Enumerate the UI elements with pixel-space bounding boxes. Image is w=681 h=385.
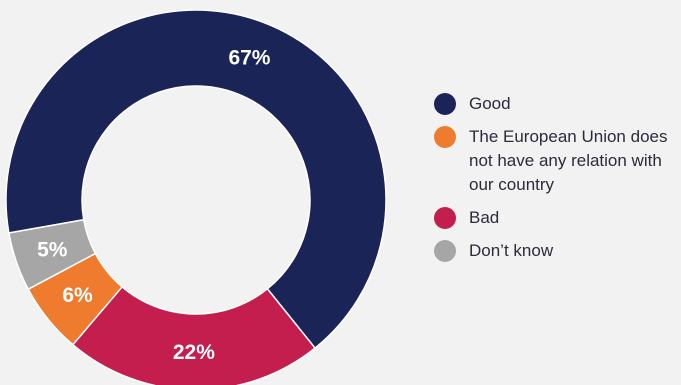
legend-item-good: Good xyxy=(434,92,681,116)
slice-label-no-relation: 6% xyxy=(62,284,93,307)
legend-swatch-bad xyxy=(434,207,456,229)
slice-label-dont-know: 5% xyxy=(37,238,68,261)
legend-item-bad: Bad xyxy=(434,206,681,230)
slice-dont-know xyxy=(8,218,97,291)
legend-label-bad: Bad xyxy=(469,208,500,227)
legend-swatch-no-relation xyxy=(434,126,456,148)
legend-item-dont-know: Don’t know xyxy=(434,239,681,263)
legend-label-good: Good xyxy=(469,94,511,113)
donut-slices xyxy=(5,9,387,385)
legend-swatch-good xyxy=(434,93,456,115)
slice-label-bad: 22% xyxy=(173,341,215,364)
legend-swatch-dont-know xyxy=(434,240,456,262)
slice-bad xyxy=(71,285,317,385)
legend: Good The European Union does not have an… xyxy=(434,92,681,272)
slice-label-good: 67% xyxy=(228,47,270,70)
slice-good xyxy=(5,9,387,350)
slice-labels: 67% 22% 6% 5% xyxy=(37,47,271,364)
legend-label-dont-know: Don’t know xyxy=(469,241,554,260)
legend-item-no-relation: The European Union does not have any rel… xyxy=(434,125,681,197)
legend-label-no-relation: The European Union does not have any rel… xyxy=(469,127,668,194)
